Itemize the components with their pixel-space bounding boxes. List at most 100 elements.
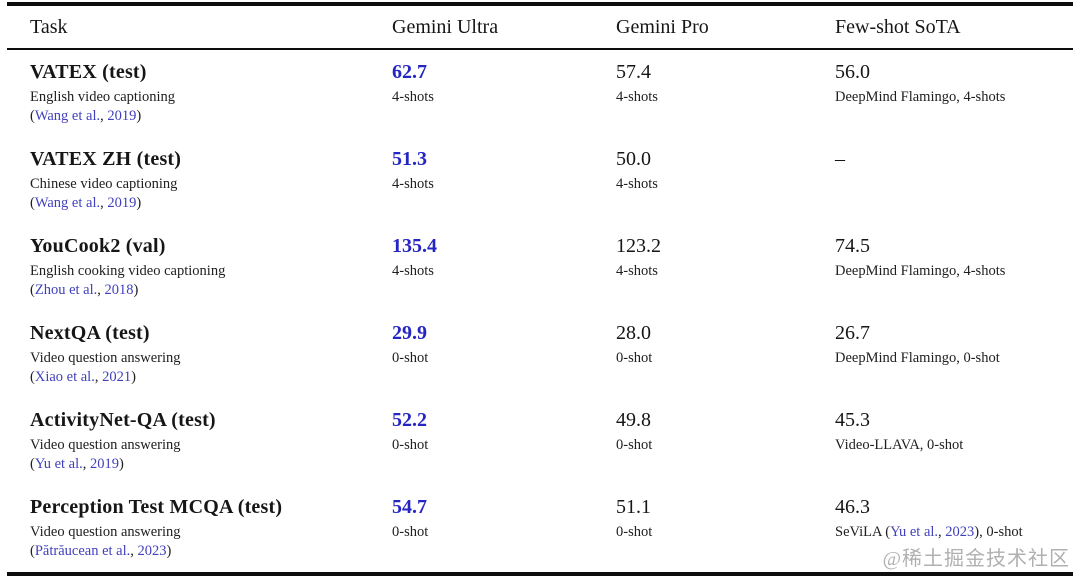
gemini-ultra-score: 51.3 [392,148,427,170]
gemini-ultra-cell: 54.7 0-shot [392,494,616,572]
task-description: Video question answering [30,437,181,453]
gemini-ultra-shots-label: 4-shots [392,89,434,105]
column-header-gemini-pro: Gemini Pro [616,16,709,38]
citation-year-link[interactable]: 2019 [107,108,137,124]
gemini-pro-shots-label: 0-shot [616,524,653,540]
sota-citation-author-link[interactable]: Yu et al. [890,524,939,540]
gemini-pro-score: 28.0 [616,322,651,344]
gemini-ultra-shots-label: 4-shots [392,263,434,279]
header-rule [7,48,1073,50]
citation-close-paren: ) [131,369,136,385]
task-name: Perception Test MCQA (test) [30,496,283,518]
task-cell: VATEX (test) English video captioning (W… [7,59,392,137]
sota-detail: DeepMind Flamingo, 4-shots [835,88,1073,107]
gemini-pro-score: 49.8 [616,409,651,431]
gemini-ultra-score: 29.9 [392,322,427,344]
benchmark-table: Task Gemini Ultra Gemini Pro Few-shot So… [7,2,1073,576]
gemini-pro-shots-label: 4-shots [616,176,658,192]
citation-year-link[interactable]: 2019 [90,456,120,472]
task-description: English video captioning [30,89,175,105]
sota-score: 56.0 [835,61,870,83]
gemini-ultra-shots-label: 0-shot [392,524,429,540]
top-rule [7,2,1073,6]
few-shot-sota-cell: 46.3 SeViLA (Yu et al., 2023), 0-shot [835,494,1073,572]
task-description: Chinese video captioning [30,176,178,192]
task-citation: (Wang et al., 2019) [30,194,392,213]
gemini-pro-cell: 50.0 4-shots [616,146,835,224]
sota-citation-separator: , [938,524,946,540]
citation-author-link[interactable]: Wang et al. [34,195,101,211]
sota-method-label: Video-LLAVA, 0-shot [835,437,964,453]
task-citation: (Zhou et al., 2018) [30,281,392,300]
sota-score: 74.5 [835,235,870,257]
citation-year-link[interactable]: 2021 [102,369,132,385]
citation-author-link[interactable]: Xiao et al. [34,369,95,385]
gemini-pro-shots-label: 4-shots [616,89,658,105]
column-header-gemini-ultra: Gemini Ultra [392,16,499,38]
gemini-ultra-shots-label: 0-shot [392,437,429,453]
few-shot-sota-cell: 26.7 DeepMind Flamingo, 0-shot [835,320,1073,398]
task-citation: (Wang et al., 2019) [30,107,392,126]
few-shot-sota-cell: 56.0 DeepMind Flamingo, 4-shots [835,59,1073,137]
sota-score: – [835,148,845,170]
benchmark-row: Perception Test MCQA (test) Video questi… [7,485,1073,572]
sota-score: 26.7 [835,322,870,344]
citation-close-paren: ) [136,195,142,211]
gemini-pro-score: 51.1 [616,496,651,518]
sota-detail: DeepMind Flamingo, 0-shot [835,349,1073,368]
citation-author-link[interactable]: Wang et al. [34,108,101,124]
gemini-ultra-score: 52.2 [392,409,427,431]
task-name: ActivityNet-QA (test) [30,409,216,431]
citation-close-paren: ) [136,108,142,124]
citation-author-link[interactable]: Pătrăucean et al. [34,543,131,559]
citation-open-paren: ( [30,195,35,211]
gemini-ultra-shots-label: 4-shots [392,176,434,192]
gemini-pro-cell: 57.4 4-shots [616,59,835,137]
sota-shots-label: ), 0-shot [974,524,1023,540]
citation-separator: , [97,282,105,298]
gemini-pro-shots-label: 0-shot [616,350,653,366]
task-name: NextQA (test) [30,322,150,344]
gemini-ultra-score: 54.7 [392,496,427,518]
sota-method-label: DeepMind Flamingo, 4-shots [835,263,1006,279]
gemini-pro-score: 57.4 [616,61,651,83]
gemini-ultra-score: 135.4 [392,235,437,257]
citation-year-link[interactable]: 2018 [104,282,134,298]
citation-open-paren: ( [30,108,35,124]
benchmark-row: VATEX ZH (test) Chinese video captioning… [7,137,1073,224]
gemini-ultra-cell: 52.2 0-shot [392,407,616,485]
citation-year-link[interactable]: 2023 [137,543,167,559]
citation-separator: , [130,543,138,559]
citation-open-paren: ( [30,282,35,298]
citation-close-paren: ) [166,543,172,559]
task-citation: (Yu et al., 2019) [30,455,392,474]
task-citation: (Xiao et al., 2021) [30,368,392,387]
table-body: VATEX (test) English video captioning (W… [7,50,1073,572]
task-cell: NextQA (test) Video question answering (… [7,320,392,398]
watermark: @稀土掘金技术社区 [882,548,1070,570]
table-header: Task Gemini Ultra Gemini Pro Few-shot So… [7,6,1073,48]
benchmark-row: YouCook2 (val) English cooking video cap… [7,224,1073,311]
citation-open-paren: ( [30,456,35,472]
task-name: VATEX ZH (test) [30,148,182,170]
citation-separator: , [100,108,108,124]
sota-citation-year-link[interactable]: 2023 [945,524,975,540]
task-description: Video question answering [30,350,181,366]
citation-year-link[interactable]: 2019 [107,195,137,211]
gemini-ultra-cell: 62.7 4-shots [392,59,616,137]
task-cell: ActivityNet-QA (test) Video question ans… [7,407,392,485]
sota-method-label: DeepMind Flamingo, 4-shots [835,89,1006,105]
sota-detail: DeepMind Flamingo, 4-shots [835,262,1073,281]
few-shot-sota-cell: 74.5 DeepMind Flamingo, 4-shots [835,233,1073,311]
citation-author-link[interactable]: Zhou et al. [34,282,98,298]
citation-author-link[interactable]: Yu et al. [34,456,83,472]
sota-score: 46.3 [835,496,870,518]
task-description: Video question answering [30,524,181,540]
task-cell: Perception Test MCQA (test) Video questi… [7,494,392,572]
few-shot-sota-cell: 45.3 Video-LLAVA, 0-shot [835,407,1073,485]
gemini-ultra-cell: 135.4 4-shots [392,233,616,311]
citation-open-paren: ( [30,369,35,385]
gemini-pro-score: 50.0 [616,148,651,170]
task-cell: VATEX ZH (test) Chinese video captioning… [7,146,392,224]
gemini-pro-shots-label: 4-shots [616,263,658,279]
